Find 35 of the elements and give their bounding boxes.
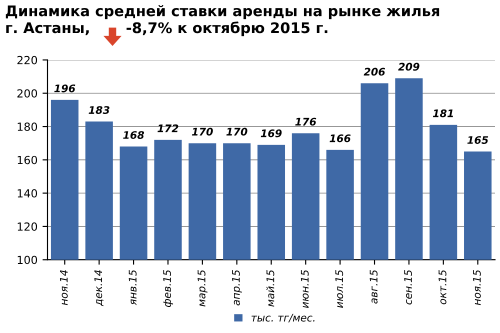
data-label: 165 [467,136,488,144]
data-label: 170 [226,128,248,136]
x-tick-label: ноя.15 [473,270,481,306]
x-tick-label: апр.15 [232,270,242,306]
x-tick-label: авг.15 [370,270,378,304]
data-label: 181 [432,109,454,118]
data-label: 172 [158,124,178,132]
y-tick-label: 120 [18,222,38,231]
y-tick-label: 100 [18,256,38,264]
x-tick-label: дек.14 [94,270,104,306]
x-tick-label: фев.15 [163,270,174,307]
x-tick-label: май.15 [266,270,274,307]
data-label: 170 [192,128,213,136]
y-tick-label: 140 [18,189,38,198]
x-tick-label: сен.15 [404,270,412,304]
x-tick-label: окт.15 [438,270,446,304]
data-label: 209 [398,62,420,71]
data-label: 176 [295,118,316,126]
x-tick-label: янв.15 [128,270,137,306]
y-tick-label: 200 [17,89,38,98]
x-tick-label: ноя.14 [60,270,68,306]
data-label: 196 [54,84,76,92]
data-label: 166 [330,134,351,142]
y-tick-label: 160 [18,156,38,164]
x-tick-label: мар.15 [198,270,208,306]
y-tick-label: 220 [17,56,38,64]
x-tick-label: июл.15 [335,270,344,308]
data-label: 169 [260,129,282,138]
chart-title: Динамика средней ставки аренды на рынке жилья г. Астаны, -8,7% к октябрю 2015 г. [6,4,440,36]
y-tick-label: 180 [18,122,38,131]
data-label: 183 [88,106,110,114]
legend-label: тыс. тг/мес. [252,314,314,322]
data-label: 168 [123,131,144,139]
data-label: 206 [364,68,386,76]
x-tick-label: июн.15 [300,270,309,308]
